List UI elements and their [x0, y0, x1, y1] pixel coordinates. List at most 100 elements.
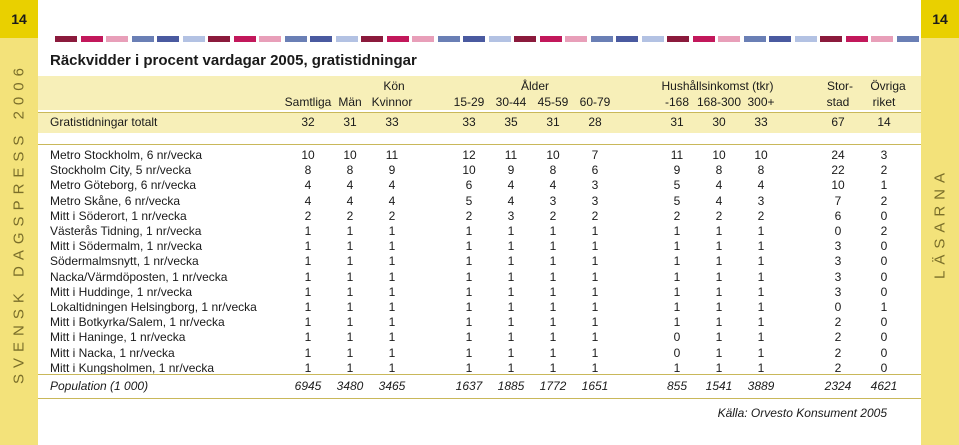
table-row-cell: 32: [301, 115, 315, 129]
table-row-cell: 1: [507, 224, 515, 238]
table-row-label: Metro Skåne, 6 nr/vecka: [50, 193, 181, 208]
table-row-cell: 3: [834, 239, 842, 254]
table-row-cell: 10: [546, 148, 560, 162]
table-row-cell: 1: [304, 284, 312, 299]
population-row-cell: 1651: [581, 379, 609, 393]
table-row-cell: 1: [757, 224, 765, 238]
table-row-cell: 1: [715, 284, 723, 299]
table-row-cell: 1: [346, 360, 354, 375]
table-row-cell: 4: [757, 178, 765, 193]
table-row-cell: 4: [304, 193, 312, 208]
right-margin-strip: 14 LÄSARNA: [921, 0, 959, 445]
table-row-cell: 8: [346, 163, 354, 178]
table-row-cell: 10: [712, 148, 726, 162]
color-bar: [845, 36, 868, 42]
table-row-cell: 11: [385, 148, 399, 162]
table-row-label: Södermalmsnytt, 1 nr/vecka: [50, 254, 199, 269]
table-row-cell: 1: [549, 300, 557, 314]
table-row-cell: 0: [880, 208, 888, 223]
table-row-cell: 1: [304, 254, 312, 269]
table-row-cell: 1: [673, 315, 681, 330]
column-header: 60-79: [579, 95, 611, 109]
table-row-cell: 1: [591, 269, 599, 284]
table-row-cell: 1: [549, 269, 557, 284]
table-row-cell: 1: [757, 300, 765, 314]
table-row-cell: 31: [343, 115, 357, 129]
table-row-cell: 33: [385, 115, 399, 129]
table-row-cell: 1: [507, 360, 515, 375]
table-row-cell: 0: [834, 300, 842, 314]
group-header-ovriga: Övriga: [870, 79, 906, 93]
table-row-cell: 6: [591, 163, 599, 178]
color-bar: [539, 36, 562, 42]
table-row-cell: 1: [673, 300, 681, 314]
table-row-cell: 1: [673, 254, 681, 269]
table-row-cell: 35: [504, 115, 518, 129]
table-row-cell: 1: [549, 254, 557, 269]
table-row-label: Nacka/Värmdöposten, 1 nr/vecka: [50, 269, 228, 284]
table-row-label: Mitt i Södermalm, 1 nr/vecka: [50, 239, 203, 254]
table-row-cell: 1: [715, 224, 723, 238]
table-row-cell: 10: [754, 148, 768, 162]
table-row-cell: 9: [673, 163, 681, 178]
color-bar: [412, 36, 434, 42]
table-row-cell: 1: [304, 239, 312, 254]
color-bar: [284, 36, 307, 42]
color-bar: [565, 36, 587, 42]
table-row-cell: 1: [304, 330, 312, 345]
page-number-left: 14: [0, 0, 38, 38]
table-row-cell: 0: [880, 315, 888, 330]
table-row-cell: 2: [673, 208, 681, 223]
table-row-cell: 1: [757, 360, 765, 375]
group-header-alder: Ålder: [520, 79, 549, 93]
table-row-cell: 2: [880, 224, 888, 238]
color-bar: [361, 36, 383, 42]
table-row-cell: 1: [388, 284, 396, 299]
table-row-cell: 1: [388, 239, 396, 254]
table-row-cell: 8: [715, 163, 723, 178]
column-header: stad: [826, 95, 850, 109]
table-row-cell: 1: [715, 315, 723, 330]
table-row-cell: 1: [757, 284, 765, 299]
table-row-cell: 4: [388, 178, 396, 193]
table-row-cell: 1: [507, 330, 515, 345]
table-row-cell: 1: [388, 315, 396, 330]
table-row-cell: 1: [757, 330, 765, 345]
table-row-cell: 1: [715, 360, 723, 375]
column-header: -168: [664, 95, 690, 109]
table-row-cell: 1: [591, 315, 599, 330]
table-row-cell: 1: [388, 269, 396, 284]
source-note: Källa: Orvesto Konsument 2005: [717, 406, 887, 420]
population-row-cell: 855: [666, 379, 688, 393]
table-row-cell: 8: [757, 163, 765, 178]
table-row-cell: 1: [465, 284, 473, 299]
table-row-cell: 4: [715, 193, 723, 208]
table-row-cell: 1: [673, 239, 681, 254]
color-bar: [794, 36, 817, 42]
table-row-cell: 0: [880, 254, 888, 269]
table-row-cell: 2: [591, 208, 599, 223]
color-bar: [259, 36, 281, 42]
color-bar: [55, 36, 77, 42]
table-row-cell: 10: [343, 148, 357, 162]
table-row-cell: 67: [831, 115, 845, 129]
table-row-cell: 1: [549, 345, 557, 360]
table-row-cell: 2: [388, 208, 396, 223]
table-row-cell: 1: [549, 360, 557, 375]
color-bar: [182, 36, 205, 42]
population-row-cell: 3889: [747, 379, 775, 393]
table-row-cell: 2: [715, 208, 723, 223]
table-row-cell: 2: [465, 208, 473, 223]
table-row-cell: 1: [304, 345, 312, 360]
table-row-cell: 4: [346, 193, 354, 208]
column-header: Samtliga: [284, 95, 332, 109]
color-bar: [386, 36, 409, 42]
table-row-cell: 1: [757, 345, 765, 360]
table-row-cell: 1: [673, 269, 681, 284]
table-row-cell: 30: [712, 115, 726, 129]
population-row-cell: 6945: [294, 379, 322, 393]
table-row-cell: 7: [834, 193, 842, 208]
publication-name-vertical: SVENSK DAGSPRESS 2006: [10, 61, 28, 384]
color-bar: [590, 36, 613, 42]
table-row-cell: 0: [880, 239, 888, 254]
